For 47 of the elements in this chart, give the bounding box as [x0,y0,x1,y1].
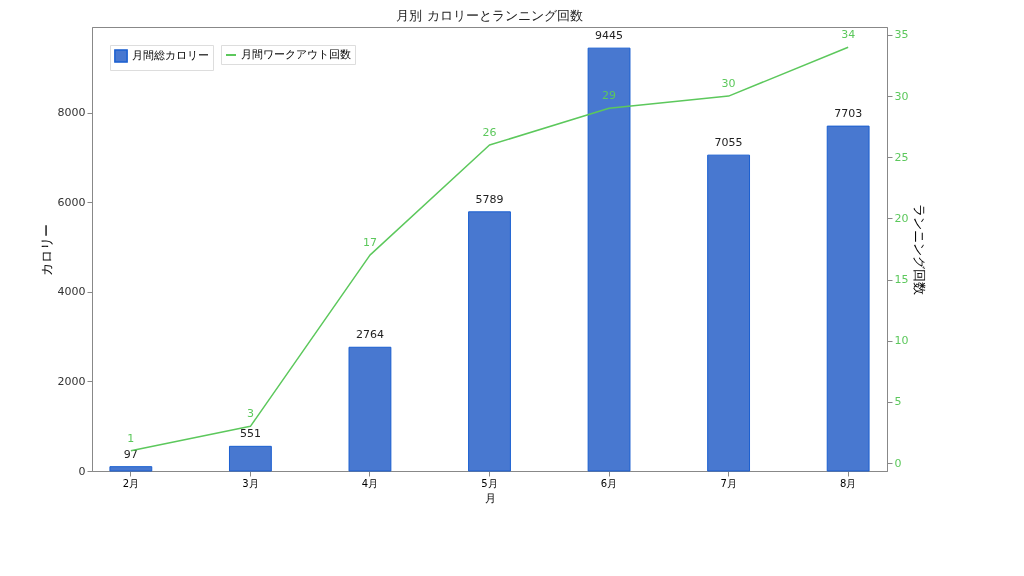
bar [109,466,153,472]
data-label: 7703 [834,107,863,121]
bar [228,445,272,472]
y2-tick-label: 0 [894,456,902,470]
y-tick-label: 8000 [57,106,86,120]
legend-label: 月間総カロリー [132,49,209,62]
x-axis-title: 月 [484,491,496,505]
x-tick-label: 6月 [600,477,618,489]
y-tick-label: 4000 [57,285,86,299]
x-tick-label: 7月 [720,477,737,489]
data-label: 1 [127,431,135,445]
y-tick-label: 6000 [57,195,86,209]
data-label: 26 [482,126,497,140]
bar [348,346,392,472]
y2-tick-label: 30 [894,89,909,103]
data-label: 5789 [475,192,504,206]
x-tick-label: 8月 [839,477,857,489]
data-label: 97 [123,447,138,461]
y-tick-label: 0 [78,464,86,478]
bar [468,211,511,472]
data-label: 7055 [714,136,743,150]
data-label: 30 [721,77,736,91]
legend-label: 月間ワークアウト回数 [241,48,351,61]
data-label: 29 [602,89,617,103]
x-tick-label: 4月 [361,477,379,489]
data-label: 9445 [595,29,624,43]
y2-tick-label: 5 [894,395,902,409]
y2-tick-label: 25 [894,150,909,164]
y2-axis-title: ランニング回数 [912,204,928,295]
data-label: 2764 [355,328,384,342]
chart-title: 月別 カロリーとランニング回数 [396,8,583,23]
y-tick-label: 2000 [57,374,86,388]
data-label: 17 [362,236,377,250]
bar [826,125,870,472]
y2-tick-label: 15 [894,273,909,287]
data-label: 3 [246,407,254,421]
x-tick-label: 5月 [481,477,498,489]
data-label: 34 [841,28,856,42]
y-axis-title: カロリー [38,223,54,276]
y2-tick-label: 35 [894,28,909,42]
bar [707,154,751,472]
y2-tick-label: 20 [894,211,909,225]
y2-tick-label: 10 [894,334,909,348]
bar [587,47,631,472]
data-label: 551 [239,427,261,441]
x-tick-label: 3月 [242,477,259,489]
x-tick-label: 2月 [122,477,140,489]
